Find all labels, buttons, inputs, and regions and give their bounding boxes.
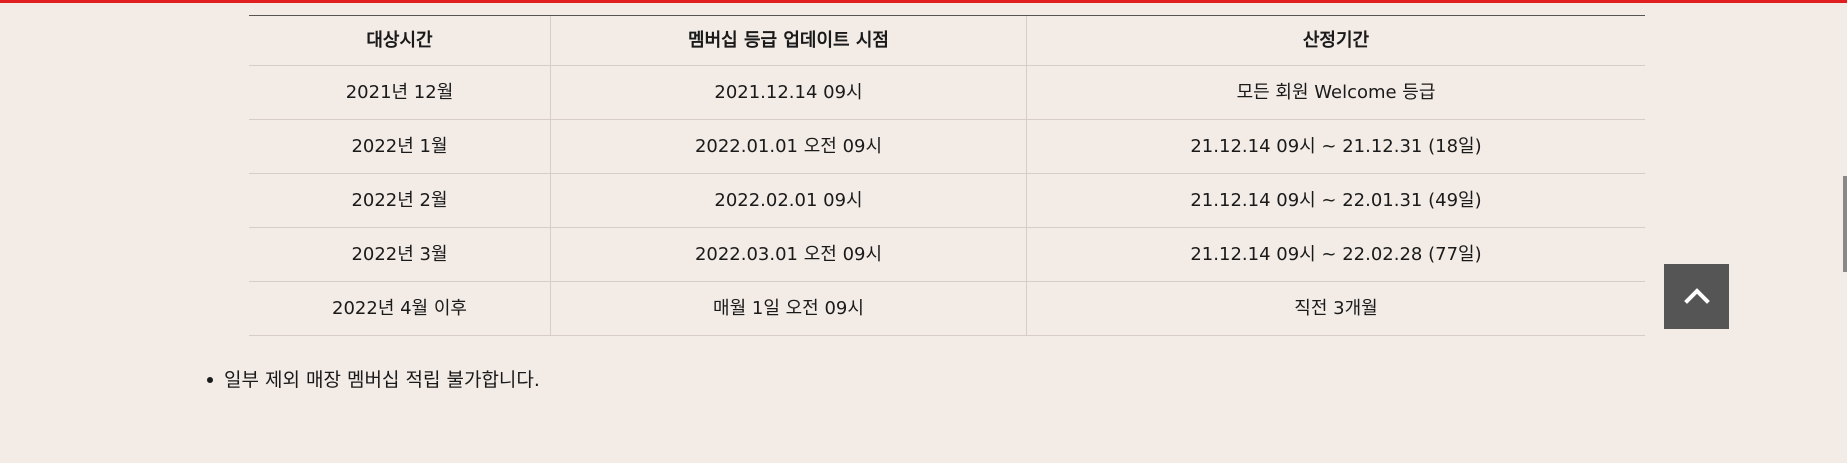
bullet-icon — [207, 376, 213, 383]
membership-grade-table: 대상시간 멤버십 등급 업데이트 시점 산정기간 2021년 12월 2021.… — [249, 15, 1645, 336]
target-period-cell: 2022년 1월 — [249, 120, 551, 173]
table-row: 2022년 2월 2022.02.01 09시 21.12.14 09시 ~ 2… — [249, 174, 1645, 228]
calculation-period-cell: 직전 3개월 — [1294, 297, 1378, 319]
update-time-cell: 2022.03.01 오전 09시 — [551, 228, 1027, 281]
calculation-period-cell: 모든 회원 Welcome 등급 — [1236, 81, 1436, 103]
table-row: 2022년 1월 2022.01.01 오전 09시 21.12.14 09시 … — [249, 120, 1645, 174]
chevron-up-icon — [1683, 286, 1710, 307]
update-time-cell: 2021.12.14 09시 — [551, 66, 1027, 119]
membership-note: 일부 제외 매장 멤버십 적립 불가합니다. — [207, 365, 540, 392]
table-row: 2022년 4월 이후 매월 1일 오전 09시 직전 3개월 — [249, 282, 1645, 336]
update-time-cell: 매월 1일 오전 09시 — [551, 282, 1027, 335]
target-period-cell: 2022년 3월 — [249, 228, 551, 281]
target-period-cell: 2021년 12월 — [249, 66, 551, 119]
page-scrollbar-thumb[interactable] — [1843, 176, 1847, 272]
top-accent-bar — [0, 0, 1847, 3]
table-header-row: 대상시간 멤버십 등급 업데이트 시점 산정기간 — [249, 16, 1645, 66]
calculation-period-cell: 21.12.14 09시 ~ 22.01.31 (49일) — [1190, 189, 1482, 211]
target-period-cell: 2022년 4월 이후 — [249, 282, 551, 335]
update-time-cell: 2022.01.01 오전 09시 — [551, 120, 1027, 173]
scroll-to-top-button[interactable] — [1664, 264, 1729, 329]
calculation-period-cell: 21.12.14 09시 ~ 21.12.31 (18일) — [1190, 135, 1482, 157]
column-header-calculation-period: 산정기간 — [1302, 29, 1370, 51]
table-row: 2021년 12월 2021.12.14 09시 모든 회원 Welcome 등… — [249, 66, 1645, 120]
target-period-cell: 2022년 2월 — [249, 174, 551, 227]
calculation-period-cell: 21.12.14 09시 ~ 22.02.28 (77일) — [1190, 243, 1482, 265]
membership-note-text: 일부 제외 매장 멤버십 적립 불가합니다. — [224, 369, 540, 391]
update-time-cell: 2022.02.01 09시 — [551, 174, 1027, 227]
column-header-target-period: 대상시간 — [249, 16, 551, 65]
table-row: 2022년 3월 2022.03.01 오전 09시 21.12.14 09시 … — [249, 228, 1645, 282]
column-header-update-time: 멤버십 등급 업데이트 시점 — [551, 16, 1027, 65]
